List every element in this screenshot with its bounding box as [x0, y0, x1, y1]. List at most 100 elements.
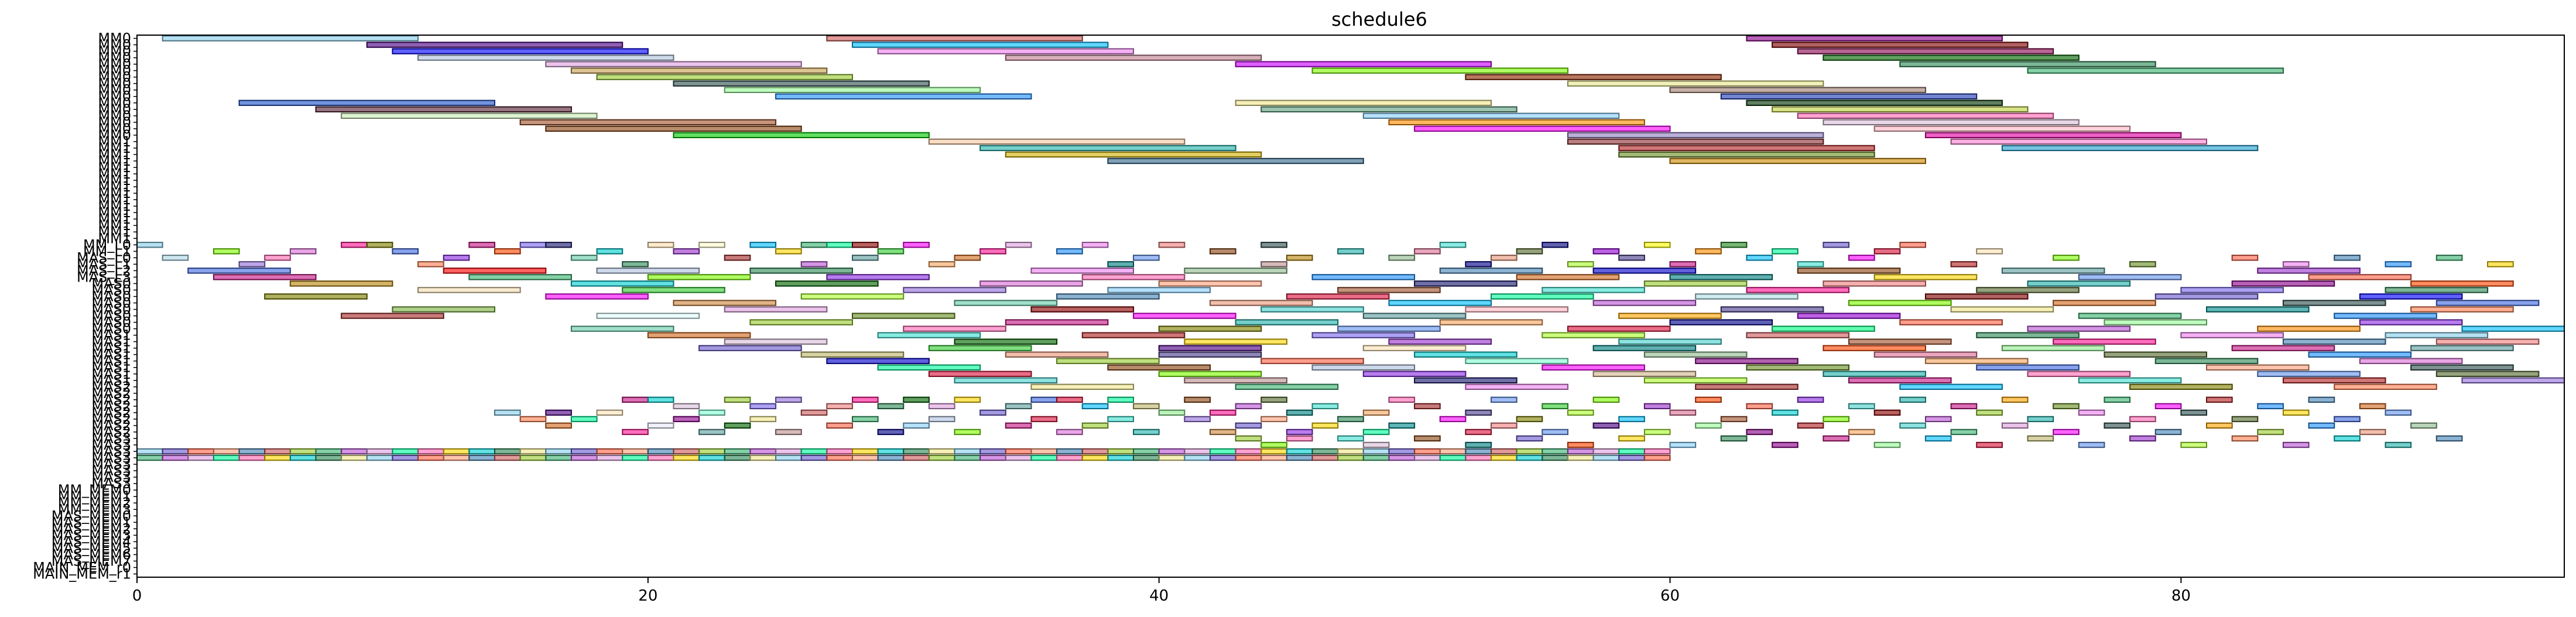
task-bar — [1414, 351, 1517, 358]
task-bar — [1772, 248, 1799, 255]
task-bar — [1362, 429, 1390, 436]
task-bar — [1797, 48, 2054, 54]
main-mem-bar — [213, 454, 240, 461]
task-bar — [647, 332, 751, 338]
task-bar — [2078, 313, 2182, 319]
task-bar — [1465, 306, 1568, 313]
task-bar — [341, 242, 368, 248]
main-mem-bar — [494, 448, 521, 455]
task-bar — [519, 416, 547, 423]
task-bar — [1746, 403, 1773, 410]
task-bar — [673, 248, 700, 255]
task-bar — [749, 319, 853, 325]
lane-label: MM0 — [98, 63, 131, 79]
main-mem-bar — [443, 448, 470, 455]
task-bars — [136, 35, 2565, 461]
task-bar — [1542, 287, 1645, 293]
main-mem-bar — [1235, 448, 1262, 455]
task-bar — [724, 306, 828, 313]
task-bar — [2180, 332, 2284, 338]
task-bar — [1465, 74, 1722, 80]
lane-label: MAS1 — [91, 372, 131, 389]
task-bar — [1567, 80, 1824, 87]
task-bar — [1823, 242, 1850, 248]
task-bar — [1260, 242, 1287, 248]
task-bar — [2385, 332, 2489, 338]
main-mem-bar — [928, 448, 955, 455]
task-bar — [724, 87, 981, 93]
task-bar — [1797, 268, 1901, 274]
task-bar — [417, 287, 521, 293]
task-bar — [1746, 332, 1850, 338]
main-mem-bar — [749, 454, 777, 461]
task-bar — [366, 42, 624, 48]
task-bar — [1720, 306, 1824, 313]
main-mem-bar — [1439, 448, 1467, 455]
task-bar — [1695, 383, 1799, 390]
main-mem-bar — [1005, 448, 1032, 455]
task-bar — [596, 313, 700, 319]
task-bar — [2435, 435, 2463, 442]
task-bar — [1337, 287, 1441, 293]
main-mem-bar — [1235, 454, 1262, 461]
task-bar — [698, 345, 802, 351]
task-bar — [2257, 371, 2361, 377]
lane-label: MAS_L1 — [77, 256, 131, 272]
lane-label: MM0 — [98, 56, 131, 73]
task-bar — [826, 35, 1083, 42]
task-bar — [1772, 441, 1799, 448]
task-bar — [596, 248, 624, 255]
main-mem-bar — [673, 454, 700, 461]
lane-label: MAS0 — [91, 282, 131, 298]
task-bar — [1542, 364, 1645, 371]
lane-label: MM0 — [98, 127, 131, 143]
lane-label: MM0 — [98, 114, 131, 131]
main-mem-bar — [724, 448, 751, 455]
task-bar — [826, 242, 853, 248]
task-bar — [775, 93, 1032, 100]
task-bar — [1797, 112, 2054, 119]
task-bar — [2206, 306, 2310, 313]
task-bar — [979, 280, 1083, 287]
main-mem-bar — [954, 454, 981, 461]
main-mem-bar — [264, 448, 291, 455]
task-bar — [2154, 403, 2182, 410]
task-bar — [2410, 306, 2514, 313]
task-bar — [1976, 441, 2003, 448]
main-mem-bar — [1618, 454, 1645, 461]
task-bar — [1465, 383, 1568, 390]
task-bar — [1695, 293, 1799, 300]
task-bar — [1439, 242, 1467, 248]
lane-label: MAS1 — [91, 359, 131, 376]
task-bar — [673, 132, 930, 139]
task-bar — [2027, 416, 2054, 423]
task-bar — [2001, 268, 2105, 274]
task-bar — [2053, 300, 2156, 306]
x-tick-label: 80 — [2171, 587, 2191, 605]
task-bar — [2154, 358, 2259, 364]
task-bar — [1618, 255, 1645, 261]
main-mem-bar — [622, 448, 649, 455]
task-bar — [1924, 358, 2029, 364]
task-bar — [1056, 396, 1083, 403]
task-bar — [673, 80, 930, 87]
task-bar — [570, 280, 674, 287]
task-bar — [1311, 67, 1568, 74]
main-mem-bar — [1337, 448, 1364, 455]
task-bar — [928, 416, 955, 423]
task-bar — [724, 422, 751, 429]
main-mem-bar — [1362, 454, 1390, 461]
task-bar — [1848, 429, 1875, 436]
task-bar — [1542, 429, 1568, 436]
task-bar — [1899, 61, 2156, 67]
lane-label: MM1 — [98, 146, 131, 163]
task-bar — [1924, 132, 2182, 139]
task-bar — [1797, 261, 1824, 268]
task-bar — [673, 416, 700, 423]
main-mem-bar — [1056, 448, 1083, 455]
lane-label: MM_L1 — [83, 243, 131, 259]
task-bar — [1184, 338, 1287, 345]
task-bar — [1311, 332, 1416, 338]
task-bar — [851, 416, 879, 423]
task-bar — [1823, 416, 1850, 423]
